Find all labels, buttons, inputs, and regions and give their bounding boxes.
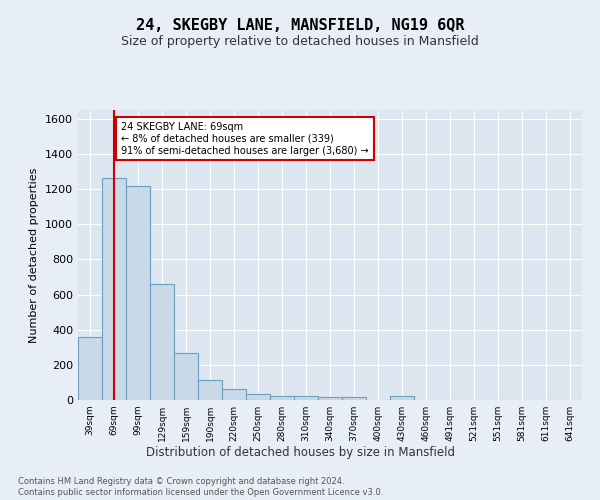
Bar	[294, 396, 318, 400]
Bar	[246, 394, 270, 400]
Bar	[318, 398, 342, 400]
Bar	[390, 396, 414, 400]
Bar	[198, 380, 222, 400]
Bar	[78, 336, 102, 400]
Bar	[102, 178, 126, 400]
Text: 24, SKEGBY LANE, MANSFIELD, NG19 6QR: 24, SKEGBY LANE, MANSFIELD, NG19 6QR	[136, 18, 464, 32]
Bar	[342, 398, 366, 400]
Bar	[222, 388, 246, 400]
Y-axis label: Number of detached properties: Number of detached properties	[29, 168, 40, 342]
Text: Size of property relative to detached houses in Mansfield: Size of property relative to detached ho…	[121, 35, 479, 48]
Bar	[150, 284, 174, 400]
Bar	[174, 354, 198, 400]
Bar	[270, 396, 294, 400]
Text: Distribution of detached houses by size in Mansfield: Distribution of detached houses by size …	[146, 446, 455, 459]
Text: Contains HM Land Registry data © Crown copyright and database right 2024.
Contai: Contains HM Land Registry data © Crown c…	[18, 478, 383, 497]
Bar	[126, 186, 150, 400]
Text: 24 SKEGBY LANE: 69sqm
← 8% of detached houses are smaller (339)
91% of semi-deta: 24 SKEGBY LANE: 69sqm ← 8% of detached h…	[121, 122, 369, 156]
